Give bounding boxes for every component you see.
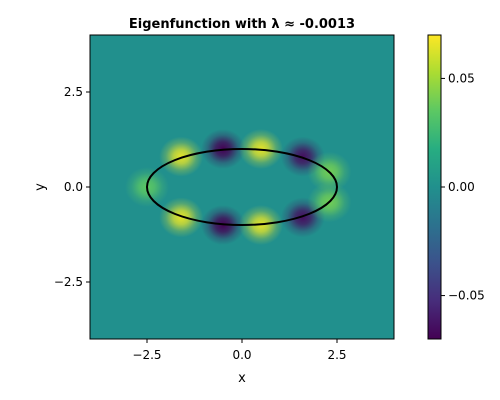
heatmap-plot-area	[89, 34, 395, 340]
x-tick-label: 0.0	[232, 348, 251, 362]
colorbar-gradient	[427, 34, 442, 340]
colorbar: −0.05 0.00 0.05	[427, 34, 485, 340]
colorbar-tick-label: 0.00	[448, 180, 475, 194]
colorbar-tick-label: −0.05	[448, 289, 485, 303]
y-tick-label: 2.5	[64, 85, 83, 99]
heatmap-lobe	[159, 136, 204, 177]
boundary-ellipse	[146, 148, 338, 226]
x-tick-label: 2.5	[327, 348, 346, 362]
y-tick-label: −2.5	[54, 275, 83, 289]
x-axis-label: x	[238, 371, 246, 386]
x-axis-ticks: −2.5 0.0 2.5	[132, 339, 347, 362]
y-tick-label: 0.0	[64, 180, 83, 194]
colorbar-ticks: −0.05 0.00 0.05	[441, 71, 485, 303]
chart-title: Eigenfunction with λ ≈ -0.0013	[129, 17, 355, 32]
colorbar-tick-label: 0.05	[448, 71, 475, 85]
x-tick-label: −2.5	[132, 348, 161, 362]
y-axis-label: y	[33, 183, 48, 191]
y-axis-ticks: −2.5 0.0 2.5	[54, 85, 90, 289]
heatmap-lobe	[159, 197, 204, 238]
